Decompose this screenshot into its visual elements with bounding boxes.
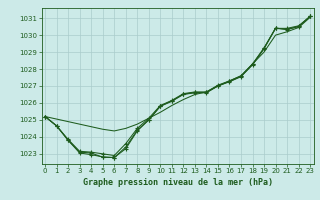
X-axis label: Graphe pression niveau de la mer (hPa): Graphe pression niveau de la mer (hPa): [83, 178, 273, 187]
